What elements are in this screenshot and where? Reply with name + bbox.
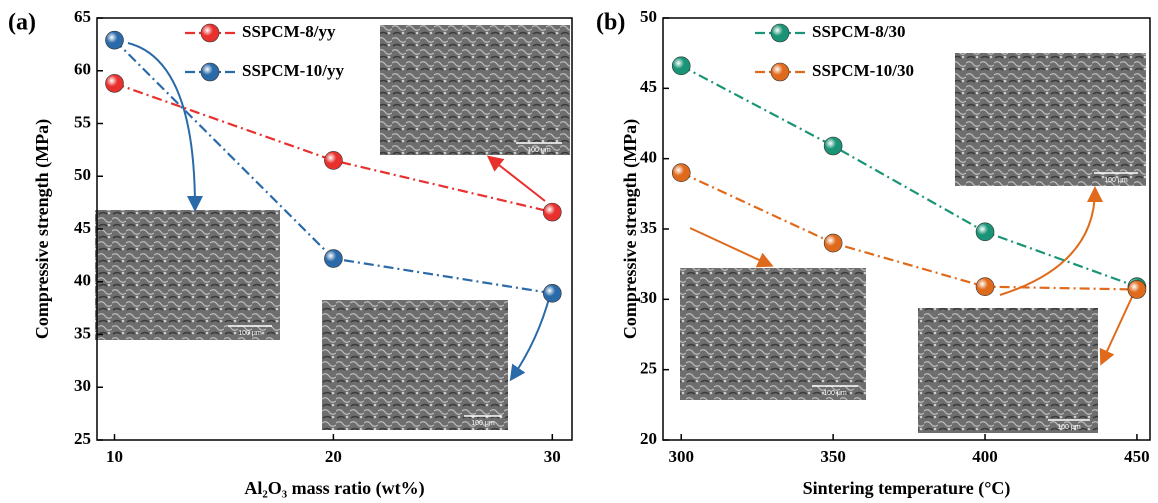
legend-label: SSPCM-8/yy: [242, 22, 336, 41]
x-axis-label: Sintering temperature (°C): [803, 478, 1011, 499]
y-tick-label: 35: [74, 323, 91, 342]
scale-bar-label: 100 μm: [471, 420, 495, 427]
y-tick-label: 35: [640, 218, 657, 237]
arrow: [690, 228, 770, 265]
x-tick-label: 450: [1124, 447, 1150, 466]
arrow: [490, 158, 545, 201]
data-point: [324, 151, 342, 169]
x-tick-label: 30: [544, 447, 561, 466]
data-point: [543, 284, 561, 302]
y-tick-label: 20: [640, 429, 657, 448]
x-tick-label: 20: [325, 447, 342, 466]
y-tick-label: 55: [74, 112, 91, 131]
arrow: [1102, 297, 1132, 362]
legend-label: SSPCM-8/30: [812, 22, 906, 41]
legend-marker: [771, 24, 789, 42]
y-tick-label: 60: [74, 60, 91, 79]
data-point: [106, 31, 124, 49]
y-tick-label: 30: [74, 376, 91, 395]
data-point: [1128, 280, 1146, 298]
scale-bar-label: 100 μm: [238, 330, 262, 337]
data-point: [976, 223, 994, 241]
arrow: [128, 43, 195, 208]
y-tick-label: 50: [640, 7, 657, 26]
data-point: [106, 74, 124, 92]
sem-image: 100 μm: [95, 210, 280, 340]
y-tick-label: 65: [74, 7, 91, 26]
legend-marker: [201, 63, 219, 81]
legend-label: SSPCM-10/yy: [242, 61, 345, 80]
x-tick-label: 400: [972, 447, 998, 466]
y-tick-label: 25: [74, 429, 91, 448]
data-point: [976, 278, 994, 296]
y-tick-label: 40: [74, 271, 91, 290]
y-tick-label: 40: [640, 148, 657, 167]
data-point: [672, 57, 690, 75]
scale-bar-label: 100 μm: [823, 390, 847, 397]
y-tick-label: 45: [74, 218, 91, 237]
panel-label: (b): [596, 10, 625, 36]
data-point: [824, 137, 842, 155]
sem-image: 100 μm: [322, 300, 508, 430]
data-point: [543, 203, 561, 221]
legend-marker: [771, 63, 789, 81]
x-axis-label: Al₂O₃ mass ratio (wt%): [244, 478, 424, 499]
data-point: [824, 234, 842, 252]
x-tick-label: 300: [668, 447, 694, 466]
scale-bar-label: 100 μm: [527, 147, 551, 154]
sem-image: 100 μm: [380, 25, 570, 155]
y-axis-label: Compressive strength (MPa): [620, 119, 641, 339]
figure: 100 μm 100 μm 100 μm 100 μm 100 μm 100 μ…: [0, 0, 1158, 503]
scale-bar-label: 100 μm: [1057, 424, 1081, 431]
arrow: [1000, 190, 1095, 295]
y-tick-label: 30: [640, 288, 657, 307]
data-point: [672, 164, 690, 182]
scale-bar-label: 100 μm: [1104, 177, 1128, 184]
data-point: [324, 250, 342, 268]
sem-image: 100 μm: [955, 53, 1146, 186]
y-tick-label: 45: [640, 77, 657, 96]
y-tick-label: 25: [640, 359, 657, 378]
y-tick-label: 50: [74, 165, 91, 184]
y-axis-label: Compressive strength (MPa): [32, 119, 53, 339]
x-tick-label: 350: [820, 447, 846, 466]
panel-label: (a): [8, 10, 36, 36]
x-tick-label: 10: [106, 447, 123, 466]
sem-image: 100 μm: [918, 308, 1098, 433]
arrow: [512, 295, 550, 378]
legend-label: SSPCM-10/30: [812, 61, 914, 80]
legend-marker: [201, 24, 219, 42]
sem-image: 100 μm: [680, 268, 866, 400]
